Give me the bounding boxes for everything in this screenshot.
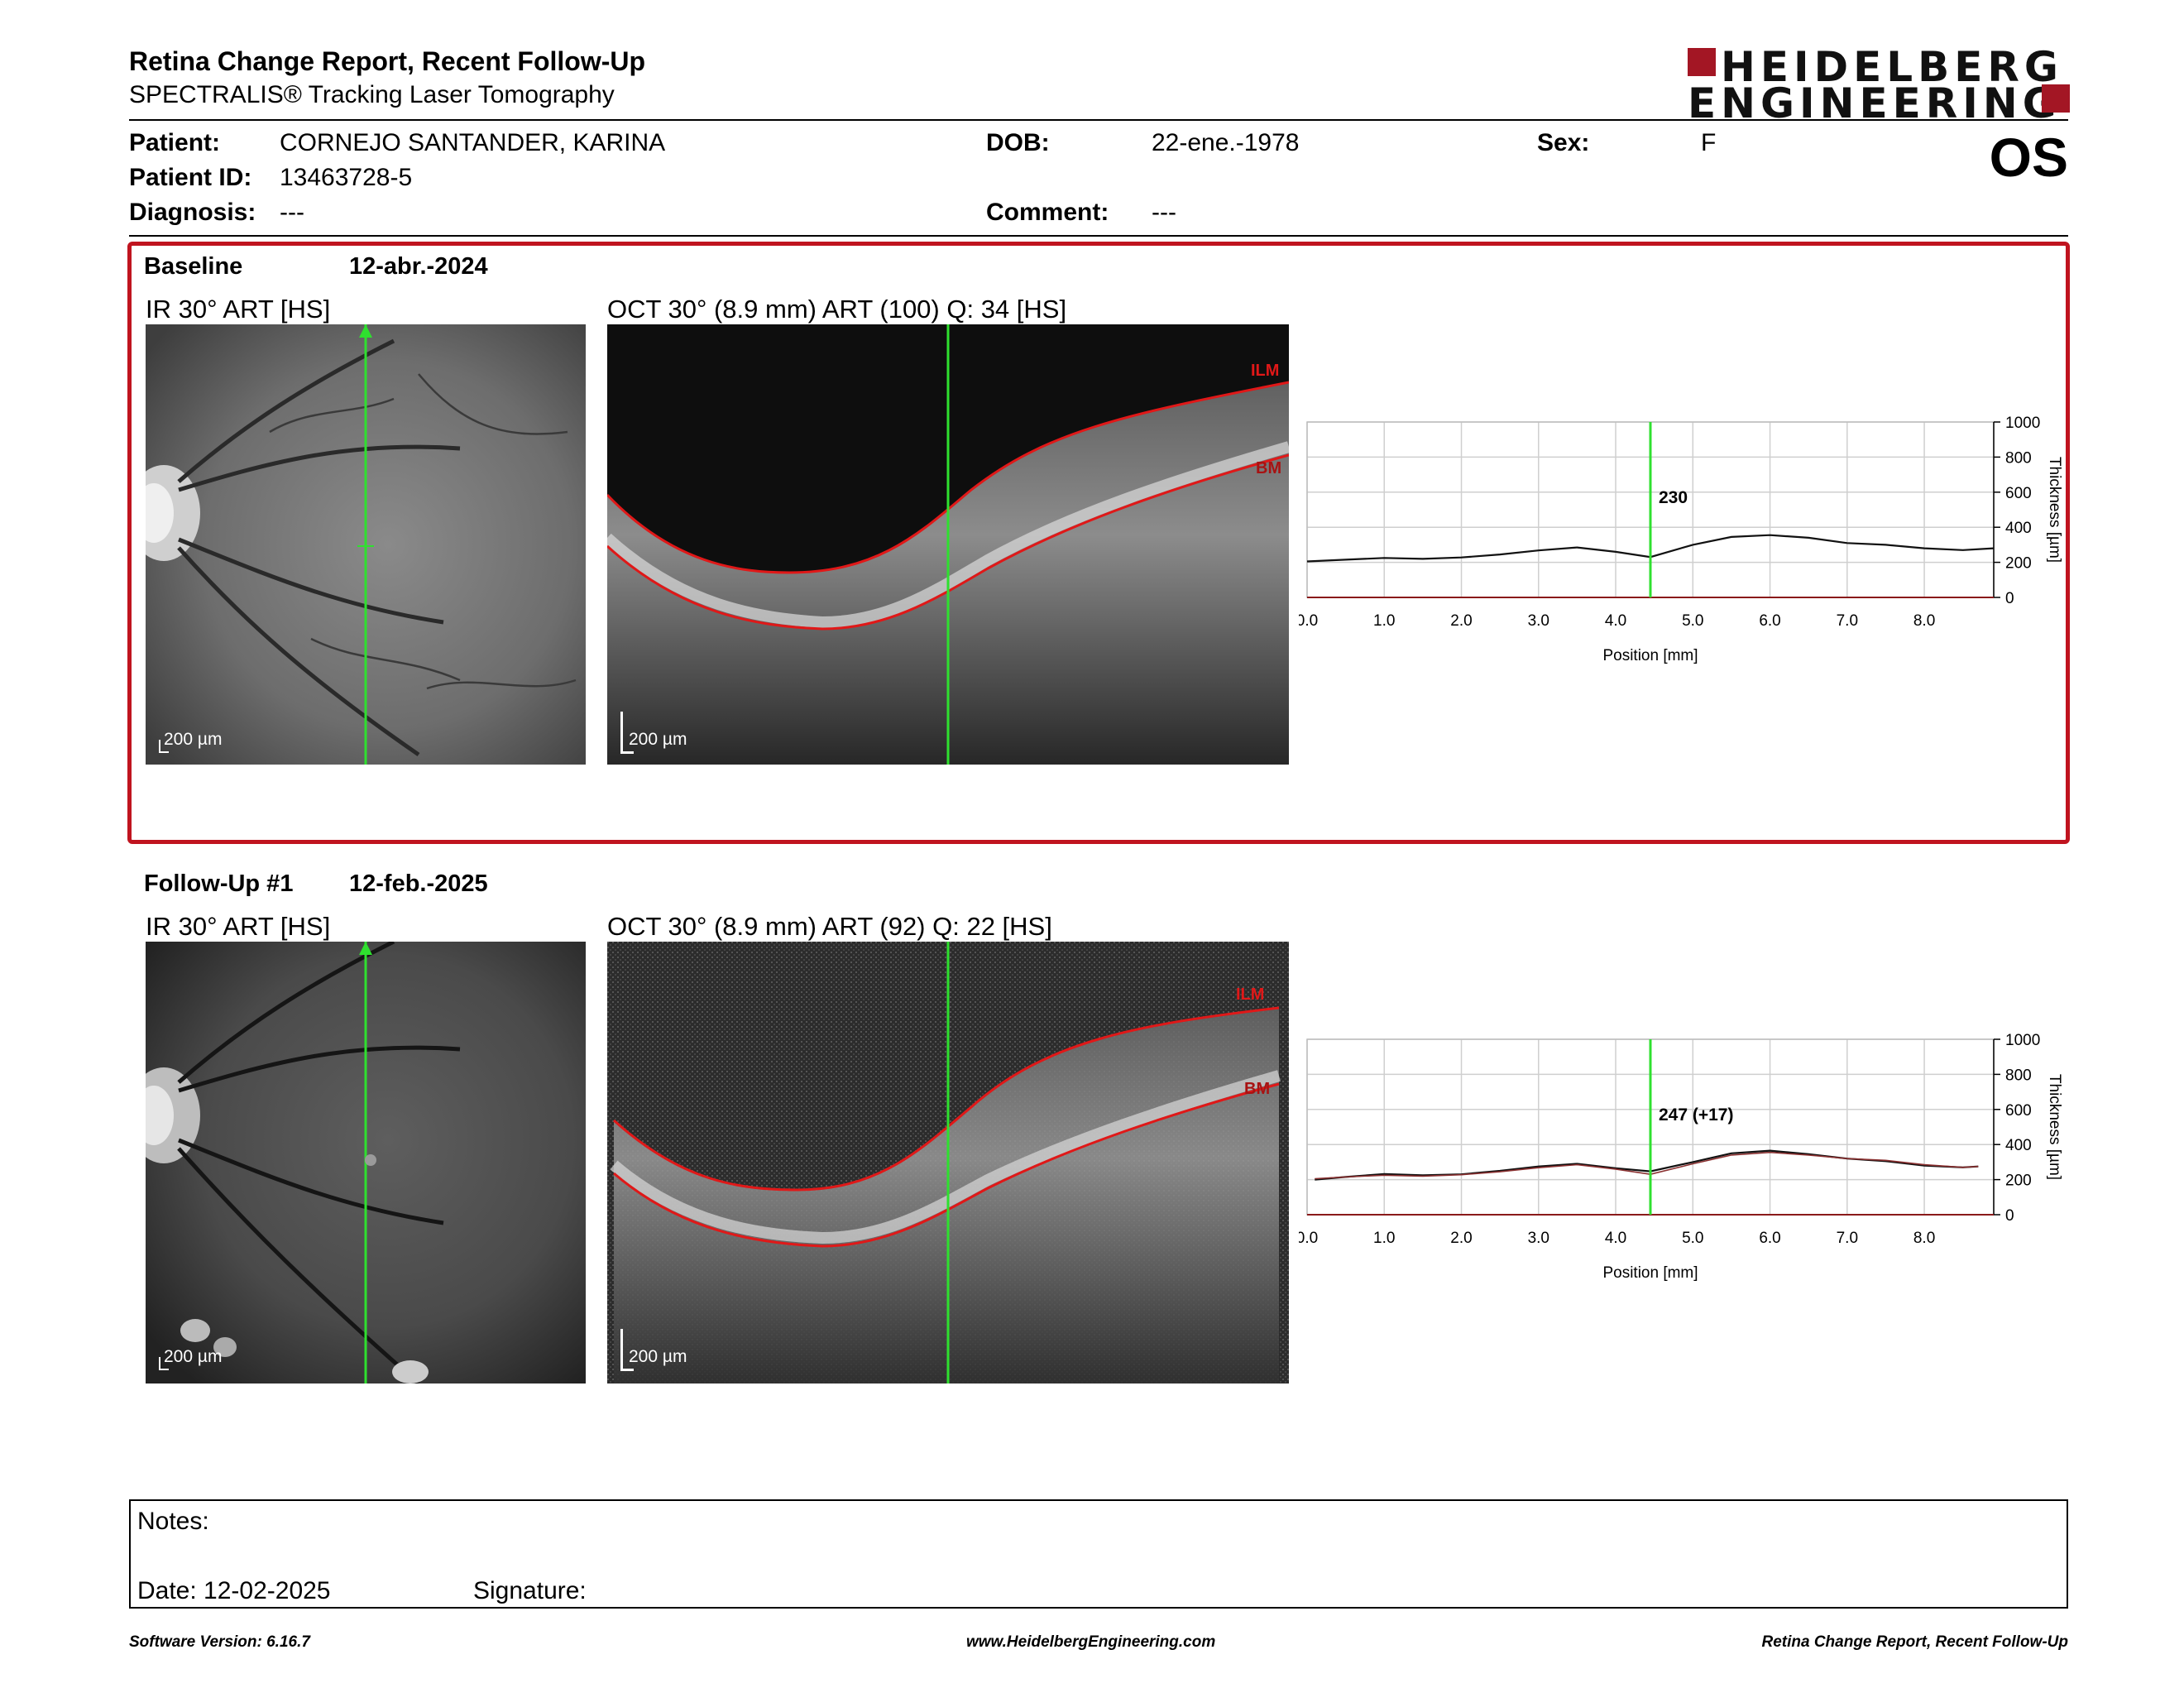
y-tick-label: 400 [2005,1137,2032,1154]
baseline-oct-image: ILM BM 200 µm [607,324,1289,765]
notes-box[interactable]: Notes: Date: 12-02-2025 Signature: [129,1499,2068,1609]
baseline-ilm-label: ILM [1251,362,1279,380]
patient-divider [129,235,2068,237]
followup-date: 12-feb.-2025 [349,870,488,897]
logo-line2: ENGINEERING [1688,79,2062,127]
diagnosis-label: Diagnosis: [129,199,256,226]
patient-label: Patient: [129,129,221,156]
x-tick-label: 8.0 [1913,1230,1935,1247]
followup-oct-caption: OCT 30° (8.9 mm) ART (92) Q: 22 [HS] [607,912,1052,941]
comment-value: --- [1152,199,1176,226]
logo-line1: HEIDELBERG [1721,43,2063,91]
y-tick-label: 1000 [2005,1032,2040,1049]
baseline-oct-caption: OCT 30° (8.9 mm) ART (100) Q: 34 [HS] [607,295,1067,324]
y-axis-label: Thickness [µm] [2046,1074,2063,1180]
sex-value: F [1701,129,1717,156]
report-title: Retina Change Report, Recent Follow-Up [129,46,646,76]
x-tick-label: 7.0 [1837,612,1858,630]
y-tick-label: 400 [2005,520,2032,537]
x-tick-label: 6.0 [1759,1230,1780,1247]
x-axis-label: Position [mm] [1602,647,1698,664]
baseline-label: Baseline [144,253,243,280]
x-tick-label: 2.0 [1450,1230,1472,1247]
y-tick-label: 200 [2005,555,2032,573]
dob-label: DOB: [986,129,1050,156]
followup-label: Follow-Up #1 [144,870,294,897]
marker-value-label: 230 [1659,488,1688,507]
x-tick-label: 3.0 [1528,612,1549,630]
baseline-oct-scale: 200 µm [629,730,687,749]
notes-date: Date: 12-02-2025 [137,1577,331,1604]
x-tick-label: 2.0 [1450,612,1472,630]
followup-oct-scale: 200 µm [629,1347,687,1366]
y-tick-label: 800 [2005,1067,2032,1084]
x-tick-label: 5.0 [1682,612,1703,630]
heidelberg-logo: HEIDELBERG ENGINEERING [1688,43,2070,124]
baseline-date: 12-abr.-2024 [349,253,488,280]
patient-name: CORNEJO SANTANDER, KARINA [280,129,666,156]
baseline-ir-scale: 200 µm [164,730,223,749]
x-tick-label: 1.0 [1373,612,1395,630]
notes-label: Notes: [137,1508,209,1535]
baseline-ir-caption: IR 30° ART [HS] [146,295,331,324]
x-tick-label: 5.0 [1682,1230,1703,1247]
baseline-bm-label: BM [1256,459,1281,477]
report-subtitle: SPECTRALIS® Tracking Laser Tomography [129,81,615,108]
comment-label: Comment: [986,199,1109,226]
footer-report-name: Retina Change Report, Recent Follow-Up [1761,1633,2068,1651]
x-tick-label: 8.0 [1913,612,1935,630]
x-tick-label: 6.0 [1759,612,1780,630]
diagnosis-value: --- [280,199,304,226]
signature-label: Signature: [473,1577,587,1604]
x-axis-label: Position [mm] [1602,1264,1698,1282]
y-tick-label: 600 [2005,1102,2032,1120]
y-tick-label: 0 [2005,1207,2014,1225]
x-tick-label: 3.0 [1528,1230,1549,1247]
marker-value-label: 247 (+17) [1659,1105,1733,1125]
patient-id: 13463728-5 [280,164,413,191]
followup-ir-image: 200 µm [146,942,586,1383]
thickness-series-line [1315,1149,1979,1181]
y-tick-label: 1000 [2005,415,2040,432]
followup-bm-label: BM [1244,1080,1270,1098]
website-link[interactable]: www.HeidelbergEngineering.com [966,1633,1216,1651]
patient-id-label: Patient ID: [129,164,252,191]
baseline-box [127,242,2070,844]
y-tick-label: 600 [2005,485,2032,502]
software-version: Software Version: 6.16.7 [129,1633,310,1651]
y-tick-label: 200 [2005,1172,2032,1190]
x-tick-label: 4.0 [1605,612,1626,630]
followup-ir-caption: IR 30° ART [HS] [146,912,331,941]
sex-label: Sex: [1537,129,1590,156]
followup-ilm-label: ILM [1236,985,1264,1004]
header-divider [129,119,2068,121]
followup-ir-scale: 200 µm [164,1347,223,1366]
x-tick-label: 7.0 [1837,1230,1858,1247]
dob-value: 22-ene.-1978 [1152,129,1300,156]
followup-thickness-chart: 0 200 400 600 800 1000 0.0 1.0 2.0 3.0 4.0 5.0 6.0 7.… [1296,1031,2076,1296]
x-tick-label: 0.0 [1299,1230,1318,1247]
y-axis-label: Thickness [µm] [2046,457,2063,563]
followup-oct-image: ILM BM 200 µm [607,942,1289,1383]
baseline-ir-image: 200 µm [146,324,586,765]
baseline-thickness-chart: 0 200 400 600 800 1000 0.0 1.0 2.0 3.0 4.0 5.0 6.0 7.… [1296,414,2076,679]
y-tick-label: 0 [2005,590,2014,607]
eye-label: OS [1989,127,2068,188]
x-tick-label: 1.0 [1373,1230,1395,1247]
x-tick-label: 0.0 [1299,612,1318,630]
x-tick-label: 4.0 [1605,1230,1626,1247]
y-tick-label: 800 [2005,449,2032,467]
